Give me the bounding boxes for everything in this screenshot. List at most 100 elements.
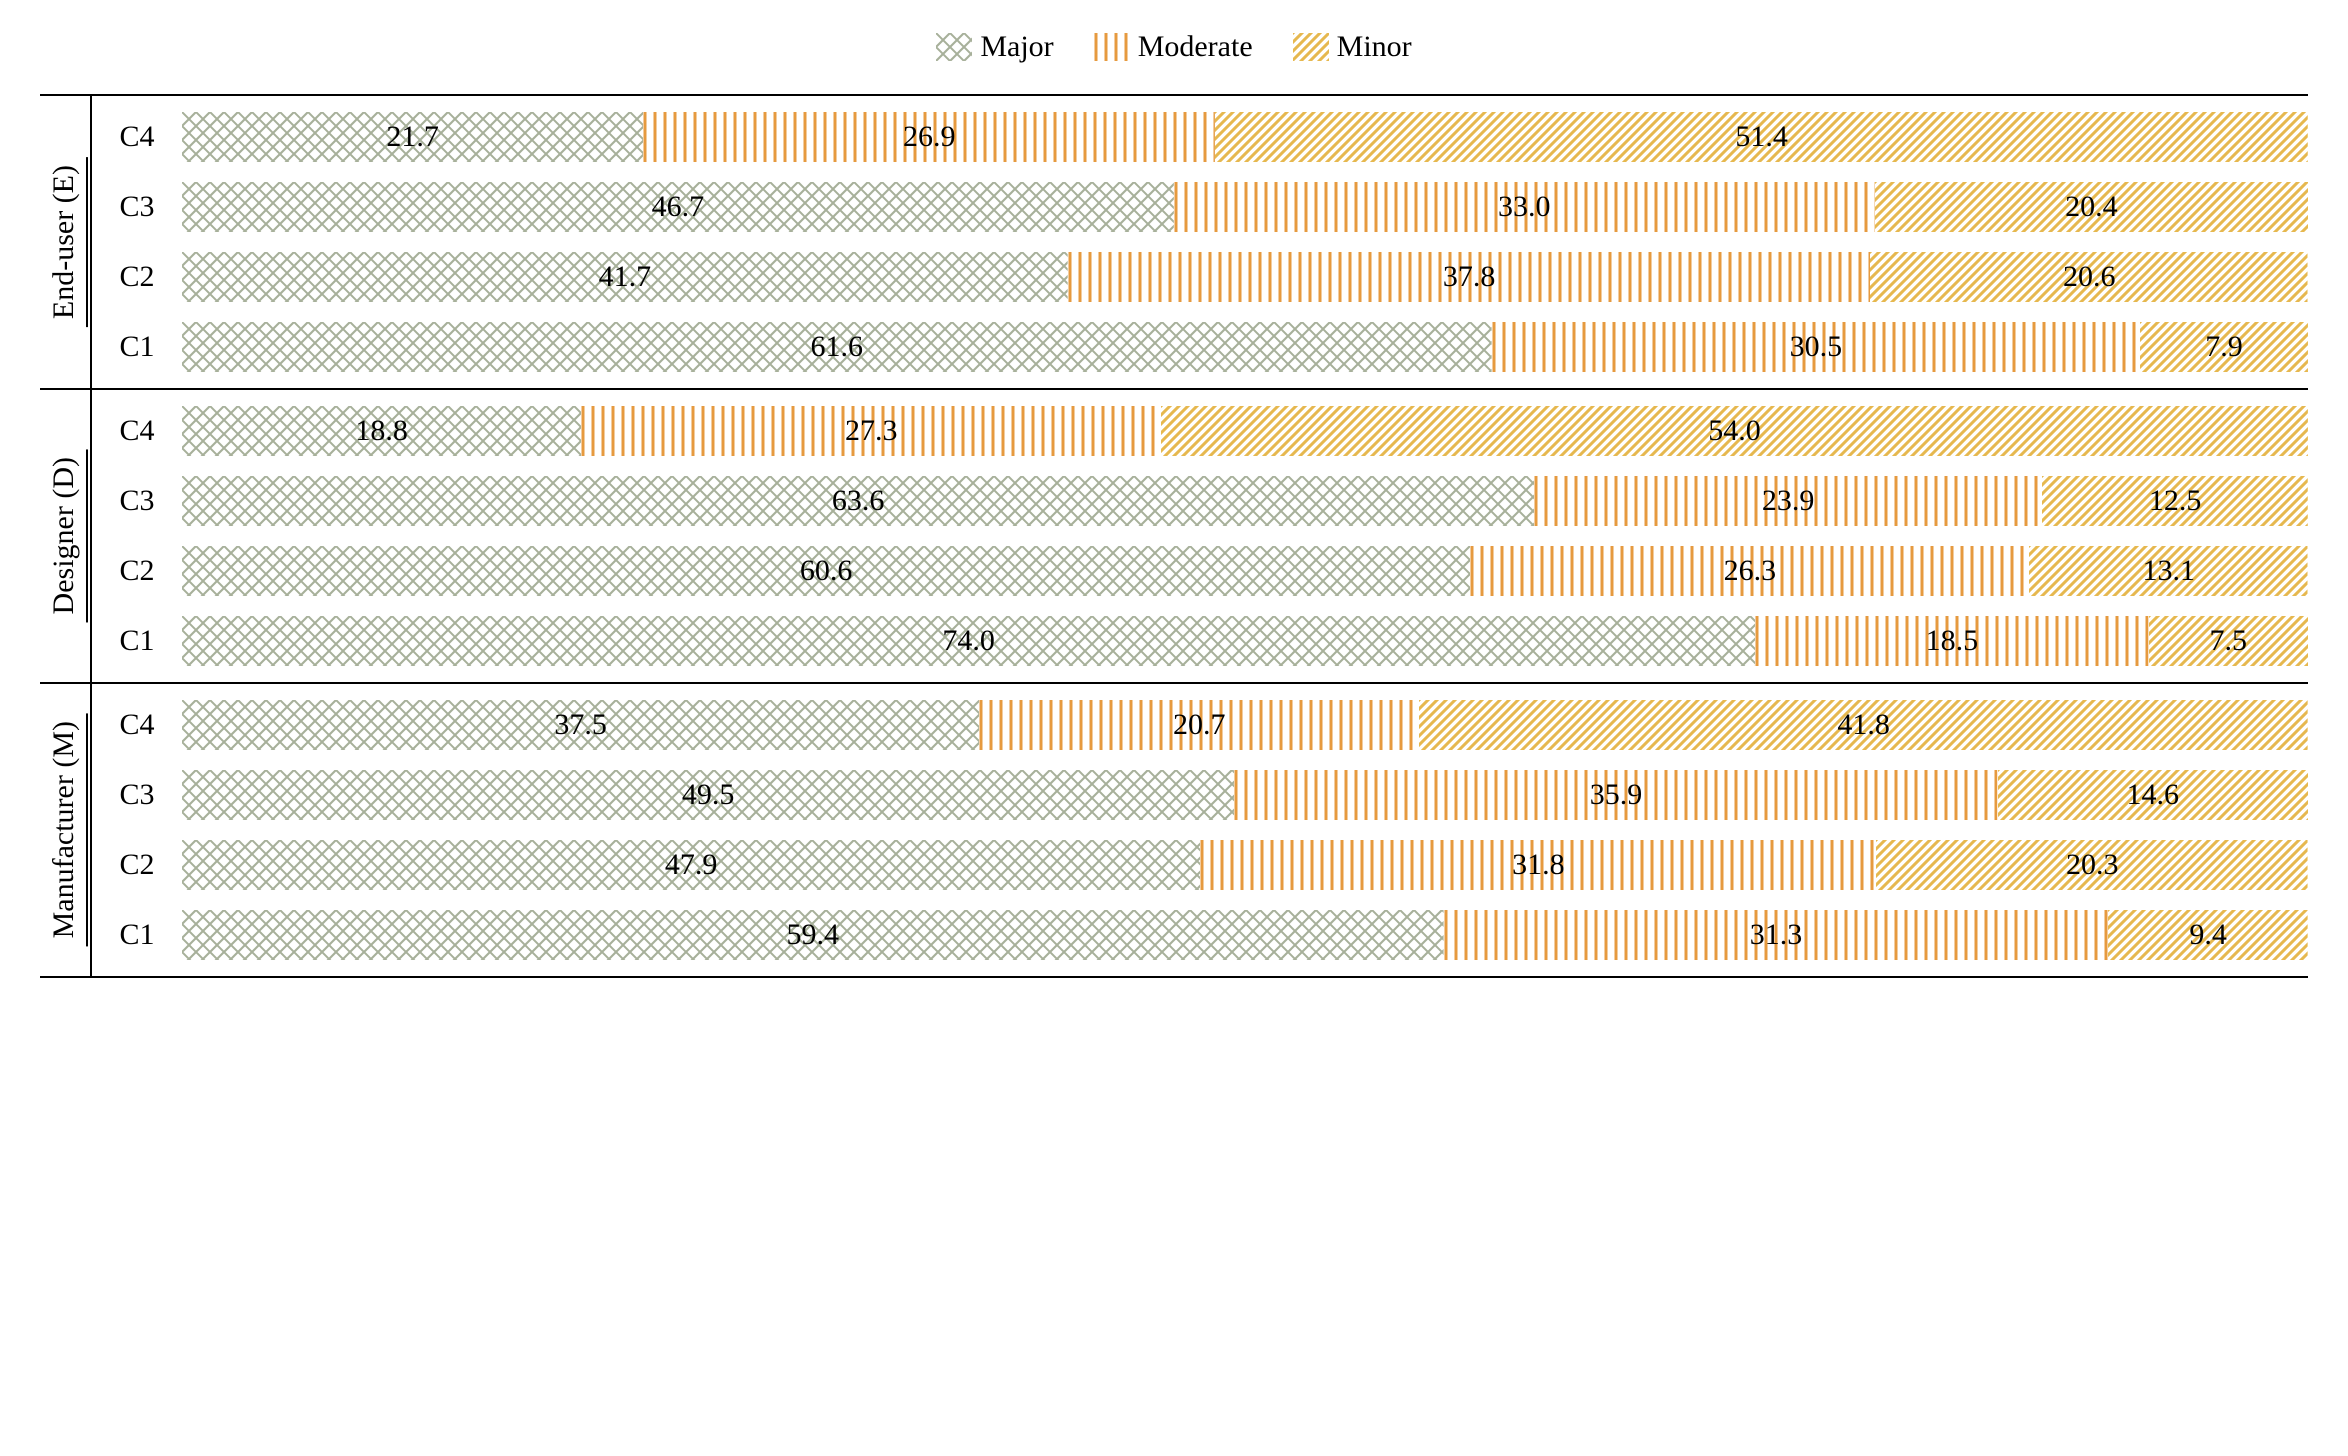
row-label: C2 <box>92 848 182 882</box>
bar-row: C260.626.313.1 <box>92 536 2308 606</box>
bar-segment-moderate: 27.3 <box>581 406 1161 456</box>
legend-item-moderate: Moderate <box>1094 30 1253 64</box>
legend-label-minor: Minor <box>1337 30 1412 64</box>
legend-label-major: Major <box>980 30 1053 64</box>
stacked-bar-chart: Major Moderate Minor End-user (E)C421.72… <box>0 0 2348 1018</box>
bar-segment-value: 20.6 <box>2063 260 2116 294</box>
bar: 59.431.3 9.4 <box>182 910 2308 960</box>
group-rows: C4 37.5 20.7 41.8 C3 49.5 35.9 14.6 C2 47.9 31.8 20… <box>92 684 2308 976</box>
bar-segment-value: 74.0 <box>942 624 995 658</box>
bar-segment-major: 21.7 <box>182 112 643 162</box>
group: End-user (E)C4 21.7 26.9 51.4 C3 46.7 33.0 20.4… <box>40 96 2308 390</box>
bar-segment-minor: 20.4 <box>1875 182 2308 232</box>
bar-segment-value: 18.8 <box>355 414 408 448</box>
bar: 60.626.313.1 <box>182 546 2308 596</box>
row-label: C3 <box>92 778 182 812</box>
bar-segment-value: 41.8 <box>1837 708 1890 742</box>
bar-row: C2 47.9 31.8 20.3 <box>92 830 2308 900</box>
group-label: Manufacturer (M) <box>42 713 88 946</box>
bar-segment-minor: 7.9 <box>2140 322 2308 372</box>
bar-segment-moderate: 18.5 <box>1755 616 2148 666</box>
bar-segment-value: 47.9 <box>665 848 718 882</box>
diagonal-lines-icon <box>1293 33 1329 61</box>
row-label: C3 <box>92 190 182 224</box>
bar-segment-value: 12.5 <box>2149 484 2202 518</box>
row-label: C4 <box>92 120 182 154</box>
row-label: C3 <box>92 484 182 518</box>
bar: 46.7 33.0 20.4 <box>182 182 2308 232</box>
row-label: C4 <box>92 414 182 448</box>
bar-segment-value: 9.4 <box>2189 918 2227 952</box>
bar-segment-major: 18.8 <box>182 406 581 456</box>
bar-segment-value: 37.5 <box>554 708 607 742</box>
bar-segment-major: 59.4 <box>182 910 1444 960</box>
bar-segment-major: 60.6 <box>182 546 1470 596</box>
bar-row: C3 63.6 23.9 12.5 <box>92 466 2308 536</box>
bar-row: C4 21.7 26.9 51.4 <box>92 102 2308 172</box>
bar-segment-major: 46.7 <box>182 182 1174 232</box>
bar-segment-value: 51.4 <box>1735 120 1788 154</box>
bar-segment-value: 46.7 <box>652 190 705 224</box>
bar-segment-value: 49.5 <box>682 778 735 812</box>
bar-row: C241.737.820.6 <box>92 242 2308 312</box>
bar: 21.7 26.9 51.4 <box>182 112 2308 162</box>
bar: 74.0 18.5 7.5 <box>182 616 2308 666</box>
legend-item-minor: Minor <box>1293 30 1412 64</box>
bar-row: C4 18.8 27.354.0 <box>92 396 2308 466</box>
bar-segment-minor: 20.3 <box>1876 840 2308 890</box>
group-label-wrap: Designer (D) <box>40 390 92 682</box>
bar-segment-moderate: 37.8 <box>1068 252 1871 302</box>
bar-segment-moderate: 20.7 <box>979 700 1419 750</box>
bar: 41.737.820.6 <box>182 252 2308 302</box>
group-label: Designer (D) <box>42 449 88 622</box>
bar-segment-value: 30.5 <box>1790 330 1843 364</box>
bar-segment-moderate: 35.9 <box>1234 770 1997 820</box>
bar-segment-minor: 9.4 <box>2108 910 2308 960</box>
bar: 47.9 31.8 20.3 <box>182 840 2308 890</box>
group-label: End-user (E) <box>42 157 88 327</box>
bar-segment-value: 33.0 <box>1498 190 1551 224</box>
bar-segment-value: 61.6 <box>811 330 864 364</box>
bar-segment-value: 35.9 <box>1590 778 1643 812</box>
bar-segment-value: 7.9 <box>2205 330 2243 364</box>
row-label: C2 <box>92 554 182 588</box>
bar-row: C4 37.5 20.7 41.8 <box>92 690 2308 760</box>
row-label: C4 <box>92 708 182 742</box>
bar-segment-value: 7.5 <box>2210 624 2248 658</box>
bar-segment-minor: 12.5 <box>2042 476 2308 526</box>
bar: 18.8 27.354.0 <box>182 406 2308 456</box>
bar-row: C1 74.0 18.5 7.5 <box>92 606 2308 676</box>
vertical-lines-icon <box>1094 33 1130 61</box>
bar-segment-moderate: 33.0 <box>1174 182 1875 232</box>
bar-segment-major: 49.5 <box>182 770 1234 820</box>
bar-segment-value: 31.8 <box>1512 848 1565 882</box>
bar-segment-value: 21.7 <box>386 120 439 154</box>
bar-segment-value: 20.3 <box>2066 848 2119 882</box>
bar-segment-major: 47.9 <box>182 840 1200 890</box>
group-label-wrap: Manufacturer (M) <box>40 684 92 976</box>
bar-segment-value: 37.8 <box>1443 260 1496 294</box>
bar-segment-value: 26.9 <box>903 120 956 154</box>
bar-segment-moderate: 23.9 <box>1534 476 2042 526</box>
bar-segment-minor: 13.1 <box>2029 546 2308 596</box>
bar-segment-minor: 41.8 <box>1419 700 2308 750</box>
bar: 61.6 30.5 7.9 <box>182 322 2308 372</box>
bar-segment-value: 63.6 <box>832 484 885 518</box>
legend-label-moderate: Moderate <box>1138 30 1253 64</box>
legend: Major Moderate Minor <box>40 30 2308 64</box>
bar-segment-minor: 14.6 <box>1998 770 2308 820</box>
bar-row: C159.431.39.4 <box>92 900 2308 970</box>
bar-segment-major: 74.0 <box>182 616 1755 666</box>
bar-segment-major: 61.6 <box>182 322 1492 372</box>
bar-segment-value: 23.9 <box>1762 484 1815 518</box>
bar: 49.5 35.9 14.6 <box>182 770 2308 820</box>
bar-segment-minor: 54.0 <box>1161 406 2308 456</box>
bar-segment-moderate: 31.3 <box>1444 910 2109 960</box>
row-label: C1 <box>92 330 182 364</box>
group-rows: C421.726.951.4C346.733.020.4C241.737.820… <box>92 96 2308 388</box>
bar-segment-value: 14.6 <box>2127 778 2180 812</box>
crosshatch-icon <box>936 33 972 61</box>
bar-segment-moderate: 31.8 <box>1200 840 1876 890</box>
group-label-wrap: End-user (E) <box>40 96 92 388</box>
row-label: C1 <box>92 624 182 658</box>
